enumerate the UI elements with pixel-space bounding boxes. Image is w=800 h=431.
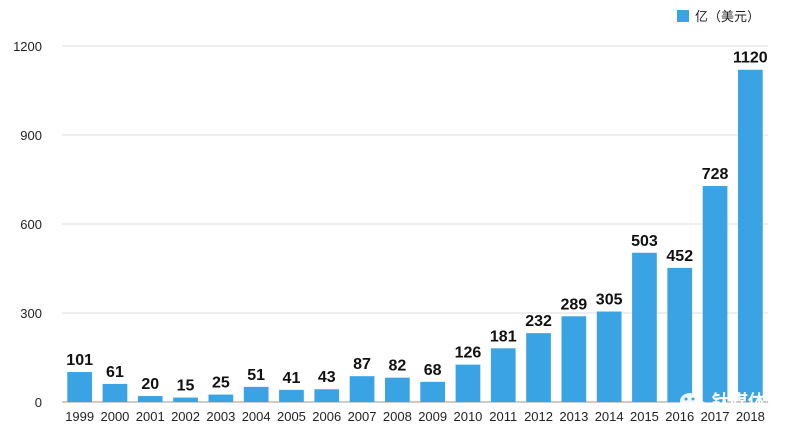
x-tick-label: 2014: [595, 409, 624, 424]
data-label-2013: 289: [560, 296, 587, 313]
x-tick-label: 1999: [65, 409, 94, 424]
data-label-2012: 232: [525, 313, 552, 330]
x-tick-label: 2010: [453, 409, 482, 424]
bar-2010: [455, 364, 481, 402]
x-tick-label: 2002: [171, 409, 200, 424]
data-label-2006: 43: [318, 369, 336, 386]
wechat-icon: [680, 393, 708, 413]
watermark-text: 钛媒体: [712, 391, 767, 413]
watermark: 钛媒体: [680, 391, 767, 413]
data-label-2010: 126: [455, 345, 482, 362]
x-tick-label: 2000: [100, 409, 129, 424]
x-tick-label: 2018: [736, 409, 765, 424]
data-label-2000: 61: [106, 364, 124, 381]
legend: 亿（美元）: [677, 10, 760, 25]
bar-2001: [137, 396, 163, 402]
bar-2005: [279, 389, 304, 402]
data-label-2002: 15: [177, 378, 195, 395]
bar-2003: [208, 394, 234, 402]
x-tick-label: 2006: [312, 409, 341, 424]
x-tick-label: 2005: [277, 409, 306, 424]
data-label-2001: 20: [141, 376, 159, 393]
x-tick-label: 2007: [348, 409, 377, 424]
y-tick-label: 600: [20, 217, 42, 232]
x-tick-label: 2008: [383, 409, 412, 424]
bar-2006: [314, 389, 340, 402]
data-label-2011: 181: [490, 328, 517, 345]
bar-2002: [173, 397, 198, 402]
bar-2000: [102, 383, 128, 402]
x-tick-label: 2003: [206, 409, 235, 424]
x-axis-ticks: 1999 2000 2001 2002 2003 2004 2005 2006 2007 2008…: [65, 409, 765, 424]
bar-2015: [632, 252, 657, 402]
bar-1999: [67, 372, 93, 402]
data-label-2005: 41: [283, 370, 301, 387]
bars: [67, 69, 763, 402]
data-label-2007: 87: [353, 356, 371, 373]
legend-label: 亿（美元）: [695, 10, 760, 25]
legend-swatch: [677, 10, 689, 22]
y-tick-label: 900: [20, 128, 42, 143]
y-tick-label: 300: [20, 306, 42, 321]
bar-2018: [737, 69, 763, 402]
x-tick-label: 2009: [418, 409, 447, 424]
y-tick-label: 0: [35, 395, 42, 410]
bar-2017: [702, 186, 728, 402]
data-label-1999: 101: [66, 352, 93, 369]
data-label-2018: 1120: [733, 50, 768, 67]
bar-2011: [490, 348, 516, 402]
bar-2016: [667, 267, 693, 402]
data-label-2008: 82: [388, 358, 406, 375]
data-label-2016: 452: [666, 248, 693, 265]
x-tick-label: 2017: [701, 409, 730, 424]
bar-2008: [384, 377, 410, 402]
bar-2014: [596, 311, 622, 402]
bar-2004: [243, 386, 269, 402]
x-tick-label: 2012: [524, 409, 553, 424]
data-label-2009: 68: [424, 362, 442, 379]
bar-2013: [561, 316, 587, 402]
bar-2009: [420, 381, 446, 402]
data-label-2003: 25: [212, 375, 230, 392]
x-tick-label: 2015: [630, 409, 659, 424]
data-labels: 101 61 20 15 25 51 41 43 87 82 68 126 181 232 289 305 50…: [66, 50, 768, 395]
x-tick-label: 2011: [489, 409, 517, 424]
data-label-2017: 728: [702, 166, 729, 183]
x-tick-label: 2001: [136, 409, 165, 424]
x-tick-label: 2016: [665, 409, 694, 424]
x-tick-label: 2013: [559, 409, 588, 424]
gridlines: [62, 45, 768, 403]
y-axis-ticks: 0 300 600 900 1200: [13, 39, 42, 410]
bar-2007: [349, 376, 375, 402]
y-tick-label: 1200: [13, 39, 42, 54]
data-label-2004: 51: [247, 367, 265, 384]
data-label-2015: 503: [631, 233, 658, 250]
bar-2012: [526, 333, 551, 402]
data-label-2014: 305: [596, 292, 623, 309]
x-tick-label: 2004: [242, 409, 271, 424]
